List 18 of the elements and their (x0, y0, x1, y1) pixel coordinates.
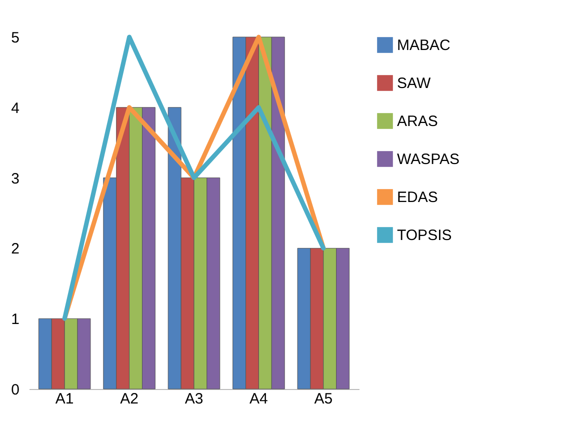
legend-label: TOPSIS (397, 227, 452, 244)
x-tick-label: A3 (184, 390, 204, 408)
line-series (62, 34, 326, 321)
x-tick-label: A2 (120, 390, 138, 408)
x-tick-label: A4 (250, 390, 268, 408)
y-tick-label: 3 (11, 170, 20, 188)
x-tick-label: A5 (314, 390, 333, 408)
legend-label: SAW (397, 75, 432, 92)
y-tick-label: 0 (11, 382, 20, 398)
legend-label: WASPAS (397, 151, 460, 168)
legend-label: EDAS (397, 189, 438, 206)
y-tick-label: 4 (11, 100, 20, 117)
y-tick-label: 5 (11, 30, 20, 46)
legend-label: ARAS (397, 113, 438, 130)
y-tick-label: 2 (11, 240, 20, 258)
y-tick-label: 1 (11, 311, 20, 328)
x-tick-label: A1 (55, 390, 74, 408)
legend-label: MABAC (397, 37, 451, 54)
